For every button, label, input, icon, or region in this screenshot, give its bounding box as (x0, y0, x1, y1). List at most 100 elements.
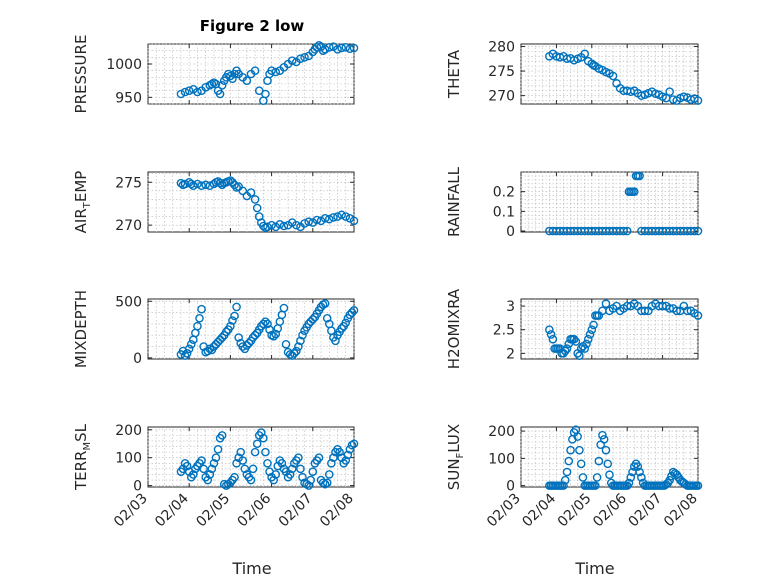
y-tick-label: 100 (115, 451, 142, 467)
data-point (250, 66, 260, 75)
data-point (252, 439, 262, 449)
data-point (331, 336, 340, 346)
data-point (633, 462, 643, 471)
y-tick-label: 3 (506, 299, 515, 315)
data-point (637, 473, 646, 482)
y-tick-label: 500 (115, 294, 142, 310)
axes-frame (520, 171, 699, 233)
data-point (690, 226, 699, 236)
data-point (186, 339, 196, 349)
data-point (203, 346, 213, 356)
x-tick-label: 02/05 (193, 491, 233, 531)
data-point (215, 89, 225, 99)
y-axis-label: THETA (445, 49, 463, 99)
data-point (250, 195, 260, 204)
data-point (228, 177, 237, 187)
data-point (232, 302, 241, 312)
data-point (298, 330, 307, 340)
y-tick-label: 270 (488, 89, 515, 105)
data-point (263, 319, 272, 329)
data-point (217, 431, 227, 440)
data-point (693, 226, 703, 236)
data-point (209, 458, 219, 468)
data-point (294, 453, 303, 462)
subplot-pressure: 950 1000 PRESSURE (72, 35, 359, 113)
data-point (271, 329, 281, 339)
data-point (238, 456, 248, 465)
data-point (180, 351, 190, 360)
data-point (329, 213, 338, 222)
data-point (693, 311, 703, 320)
data-point (345, 445, 355, 454)
data-point (333, 45, 342, 54)
data-point (626, 473, 636, 482)
data-point (587, 325, 597, 335)
data-point (259, 433, 268, 443)
data-point (207, 464, 217, 474)
data-point (184, 86, 194, 95)
data-point (230, 180, 239, 190)
data-point (546, 330, 556, 339)
data-point (562, 467, 572, 477)
data-point (230, 311, 239, 321)
data-point (672, 306, 682, 316)
data-point (322, 478, 332, 488)
data-point (619, 226, 628, 236)
data-point (314, 41, 324, 50)
data-point (562, 344, 572, 353)
data-point (271, 67, 281, 77)
data-point (594, 456, 604, 466)
data-point (189, 181, 198, 191)
data-point (226, 321, 235, 331)
x-axis-label-left: Time (231, 559, 271, 578)
data-point (320, 479, 330, 489)
data-point (308, 315, 318, 324)
y-tick-label: 0 (133, 479, 142, 495)
data-point (559, 481, 568, 490)
data-point (622, 226, 632, 236)
data-point (287, 56, 297, 65)
x-tick-label: 02/08 (317, 491, 357, 531)
y-tick-label: 270 (115, 218, 142, 234)
data-point (184, 344, 194, 354)
data-point (211, 453, 221, 462)
data-point (304, 217, 313, 227)
data-point (267, 66, 276, 75)
data-point (250, 447, 260, 457)
data-point (548, 334, 558, 344)
data-point (277, 458, 287, 468)
y-tick-label: 0.2 (493, 185, 515, 201)
data-point (349, 216, 359, 226)
data-point (578, 473, 588, 482)
data-point (601, 299, 611, 309)
data-point (566, 445, 575, 455)
x-tick-label: 02/04 (519, 490, 559, 530)
data-point (347, 308, 357, 317)
data-point (265, 325, 274, 334)
data-point (213, 445, 223, 454)
axes-frame (147, 298, 355, 360)
y-tick-label: 200 (115, 423, 142, 439)
data-point (320, 213, 330, 223)
data-point (228, 74, 237, 83)
data-point (193, 87, 202, 97)
data-point (312, 215, 322, 225)
data-point (263, 222, 272, 232)
data-point (189, 470, 198, 479)
data-point (564, 456, 574, 466)
data-point (341, 456, 351, 465)
subplot-rainfall: 0 0.1 0.2 RAINFALL (445, 166, 703, 240)
data-point (180, 87, 190, 97)
data-point (580, 49, 590, 59)
y-tick-label: 100 (488, 451, 515, 467)
data-point (573, 432, 582, 441)
data-point (651, 89, 660, 98)
data-point (294, 342, 303, 351)
y-tick-label: 1000 (106, 57, 142, 73)
data-point (640, 306, 650, 316)
data-point (635, 171, 644, 181)
y-axis-label: AIRTEMP (72, 171, 93, 234)
data-point (267, 220, 276, 230)
